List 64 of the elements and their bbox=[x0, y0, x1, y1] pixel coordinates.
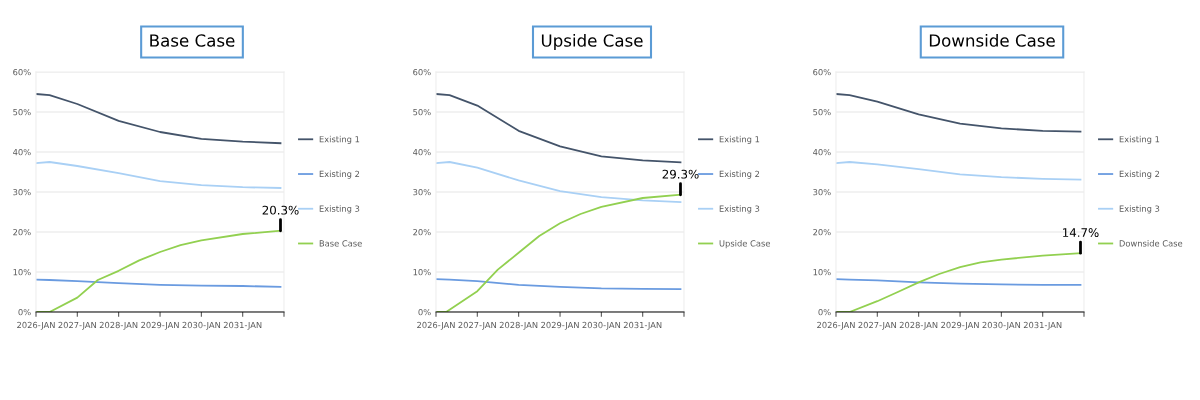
line-series bbox=[36, 93, 282, 145]
legend-label: Existing 1 bbox=[1119, 135, 1160, 144]
annotation: 14.7% bbox=[1063, 228, 1099, 238]
x-tick-label: 2029-JAN bbox=[541, 321, 579, 330]
y-tick-label: 60% bbox=[13, 68, 31, 76]
y-tick-label: 50% bbox=[413, 108, 431, 116]
x-tick-label: 2026-JAN bbox=[817, 321, 855, 330]
line-series bbox=[436, 93, 682, 164]
legend-label: Existing 3 bbox=[719, 205, 760, 214]
legend-label: Existing 3 bbox=[1119, 205, 1160, 214]
chart-title: Base Case bbox=[150, 34, 235, 47]
x-tick-label: 2030-JAN bbox=[982, 321, 1021, 330]
x-tick-label: 2027-JAN bbox=[858, 321, 896, 330]
x-tick-label: 2030-JAN bbox=[182, 321, 221, 330]
y-tick-label: 0% bbox=[18, 308, 31, 316]
legend-label: Existing 3 bbox=[319, 205, 360, 214]
line-series bbox=[836, 161, 1082, 181]
legend-label: Existing 2 bbox=[1119, 170, 1160, 179]
y-tick-label: 0% bbox=[418, 308, 431, 316]
y-tick-label: 20% bbox=[13, 228, 31, 236]
y-tick-label: 40% bbox=[813, 148, 831, 156]
x-tick-label: 2030-JAN bbox=[582, 321, 621, 330]
y-tick-label: 10% bbox=[413, 268, 431, 276]
annotation: 29.3% bbox=[662, 169, 699, 179]
legend-label: Upside Case bbox=[719, 240, 770, 249]
y-tick-label: 50% bbox=[13, 108, 31, 116]
chart-title: Downside Case bbox=[929, 33, 1055, 47]
y-tick-label: 10% bbox=[13, 268, 31, 276]
y-tick-label: 60% bbox=[413, 68, 431, 76]
y-tick-label: 40% bbox=[413, 148, 431, 156]
chart-title: Upside Case bbox=[541, 33, 643, 51]
line-series bbox=[836, 93, 1082, 133]
x-tick-label: 2028-JAN bbox=[99, 321, 138, 330]
annotation: 20.3% bbox=[262, 205, 299, 215]
y-tick-label: 50% bbox=[813, 108, 831, 116]
y-tick-label: 30% bbox=[13, 188, 31, 196]
legend-label: Base Case bbox=[319, 240, 362, 247]
y-tick-label: 0% bbox=[818, 308, 831, 316]
line-series bbox=[436, 278, 682, 291]
y-tick-label: 30% bbox=[813, 188, 831, 196]
x-tick-label: 2028-JAN bbox=[899, 321, 938, 330]
y-tick-label: 30% bbox=[413, 188, 431, 196]
x-tick-label: 2026-JAN bbox=[17, 321, 55, 330]
legend-label: Existing 2 bbox=[319, 170, 360, 179]
legend-label: Downside Case bbox=[1119, 240, 1183, 247]
line-series bbox=[36, 161, 282, 189]
x-tick-label: 2031-JAN bbox=[1023, 321, 1062, 330]
y-tick-label: 10% bbox=[813, 268, 831, 276]
y-tick-label: 40% bbox=[13, 148, 31, 156]
legend-label: Existing 2 bbox=[719, 170, 760, 179]
x-tick-label: 2026-JAN bbox=[417, 321, 455, 330]
y-tick-label: 60% bbox=[813, 68, 831, 76]
x-tick-label: 2027-JAN bbox=[458, 321, 496, 330]
x-tick-label: 2029-JAN bbox=[141, 321, 179, 330]
x-tick-label: 2028-JAN bbox=[499, 321, 538, 330]
y-tick-label: 20% bbox=[413, 228, 431, 236]
line-series bbox=[36, 278, 282, 288]
legend-label: Existing 1 bbox=[719, 135, 760, 144]
x-tick-label: 2031-JAN bbox=[223, 321, 262, 330]
x-tick-label: 2027-JAN bbox=[58, 321, 96, 330]
x-tick-label: 2029-JAN bbox=[941, 321, 979, 330]
x-tick-label: 2031-JAN bbox=[623, 321, 662, 330]
legend-label: Existing 1 bbox=[319, 135, 360, 144]
y-tick-label: 20% bbox=[813, 228, 831, 236]
